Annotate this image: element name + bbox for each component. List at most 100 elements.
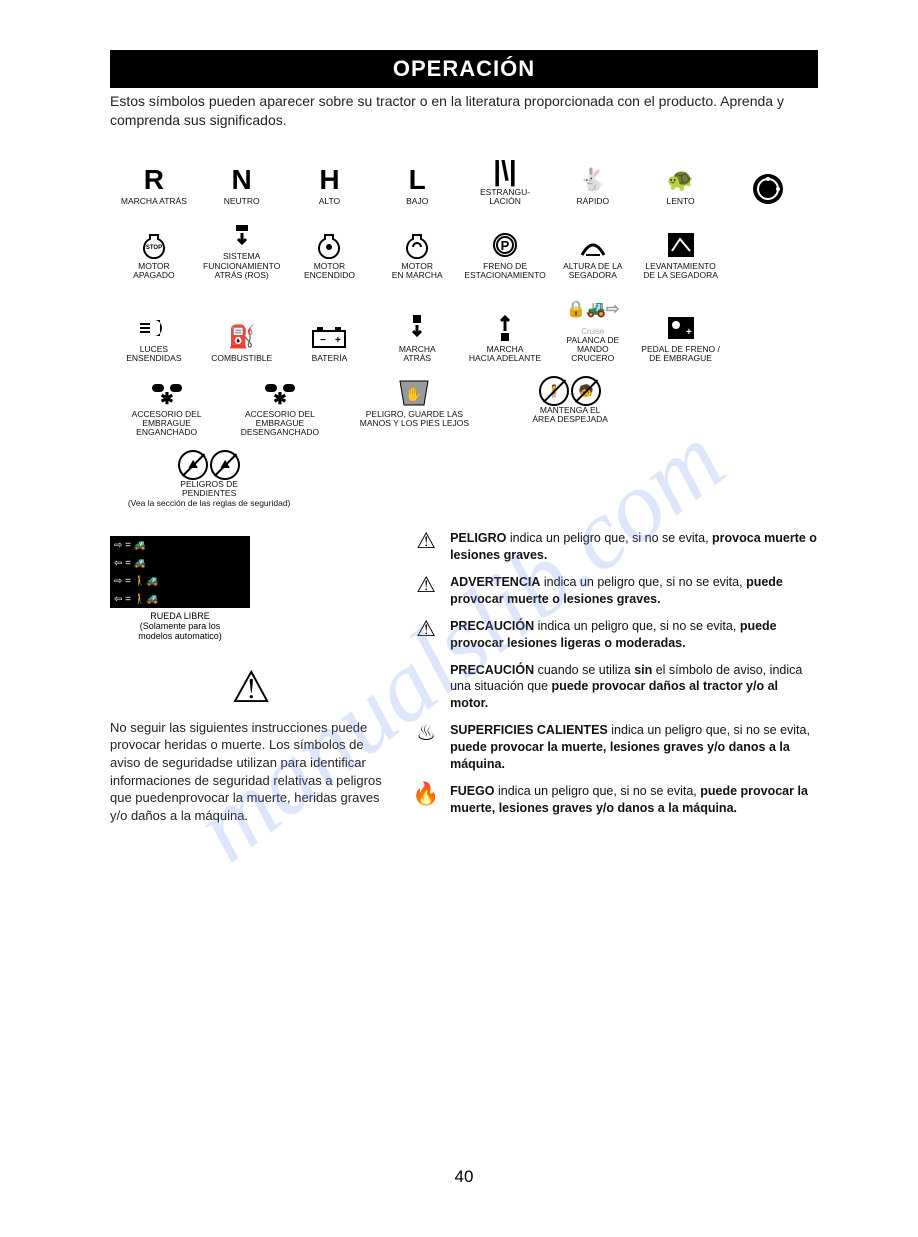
svg-text:✱: ✱ — [273, 391, 286, 406]
label: RÁPIDO — [577, 197, 610, 206]
mid: indica un peligro que, si no se evita, — [540, 575, 746, 589]
term: FUEGO — [450, 784, 494, 798]
mid: indica un peligro que, si no se evita, — [608, 723, 810, 737]
symbol-fuel: ⛽ COMBUSTIBLE — [198, 289, 286, 372]
symbol-reverse: R MARCHA ATRÁS — [110, 150, 198, 215]
reverse-arrow-icon — [407, 311, 427, 345]
label: PELIGROS DE PENDIENTES — [180, 480, 238, 499]
symbol-high: H ALTO — [286, 150, 374, 215]
label: PEDAL DE FRENO / DE EMBRAGUE — [641, 345, 720, 364]
label: MOTOR ENCENDIDO — [304, 262, 355, 281]
lower-left-column: ⇨ = 🚜 ⇦ = 🚜 ⇨ = 🚶🚜 ⇦ = 🚶🚜 RUEDA LIBRE (S… — [110, 530, 392, 826]
term: PELIGRO — [450, 531, 506, 545]
svg-text:−: − — [320, 335, 326, 346]
brake-pedal-icon: + — [666, 311, 696, 345]
engine-run-icon — [403, 228, 431, 262]
dial-icon — [751, 172, 785, 206]
choke-icon: |\| — [493, 154, 516, 188]
label: MARCHA HACIA ADELANTE — [469, 345, 541, 364]
symbol-slope-hazard: ⛰ ⛰ PELIGROS DE PENDIENTES (Vea la secci… — [110, 446, 308, 517]
label: PALANCA DE MANDO CRUCERO — [553, 336, 633, 364]
symbol-low: L BAJO — [373, 150, 461, 215]
freewheel-black-box: ⇨ = 🚜 ⇦ = 🚜 ⇨ = 🚶🚜 ⇦ = 🚶🚜 — [110, 536, 250, 608]
mid: indica un peligro que, si no se evita, — [534, 619, 740, 633]
symbol-keep-clear: 🧍 🧒 MANTENGA EL ÁREA DESPEJADA — [492, 372, 648, 433]
lower-right-column: ⚠ PELIGRO indica un peligro que, si no s… — [412, 530, 818, 826]
glyph-R: R — [144, 163, 164, 197]
symbol-engine-run: MOTOR EN MARCHA — [373, 214, 461, 288]
svg-text:P: P — [501, 238, 510, 253]
page-number: 40 — [110, 1167, 818, 1187]
warning-paragraph: No seguir las siguientes instrucciones p… — [110, 719, 392, 824]
def-text: SUPERFICIES CALIENTES indica un peligro … — [450, 722, 818, 773]
symbol-lights: LUCES ENSENDIDAS — [110, 289, 198, 372]
warning-icon: ⚠ — [412, 530, 440, 552]
glyph-H: H — [319, 163, 339, 197]
safety-note: (Vea la sección de las reglas de segurid… — [128, 498, 291, 508]
freewheel-label: RUEDA LIBRE (Solamente para los modelos … — [110, 612, 250, 642]
label: FRENO DE ESTACIONAMIENTO — [464, 262, 545, 281]
symbol-hands-feet: ✋ PELIGRO, GUARDE LAS MANOS Y LOS PIES L… — [337, 372, 493, 437]
def-peligro: ⚠ PELIGRO indica un peligro que, si no s… — [412, 530, 818, 564]
warning-icon: ⚠ — [412, 618, 440, 640]
term: SUPERFICIES CALIENTES — [450, 723, 608, 737]
prohibition-icons: 🧍 🧒 — [539, 376, 601, 406]
symbol-choke: |\| ESTRANGU- LACIÓN — [461, 150, 549, 215]
ros-icon — [228, 218, 256, 252]
symbol-ros: SISTEMA FUNCIONAMIENTO ATRÁS (ROS) — [198, 214, 286, 288]
term: ADVERTENCIA — [450, 575, 540, 589]
symbol-reverse-pedal: MARCHA ATRÁS — [373, 289, 461, 372]
symbol-empty — [724, 289, 812, 372]
symbol-row-1: R MARCHA ATRÁS N NEUTRO H ALTO L BAJO |\… — [110, 150, 818, 215]
label: PELIGRO, GUARDE LAS MANOS Y LOS PIES LEJ… — [360, 410, 469, 429]
symbol-clutch-disengaged: ✱ ACCESORIO DEL EMBRAGUE DESENGANCHADO — [223, 372, 336, 446]
symbol-mower-height: ALTURA DE LA SEGADORA — [549, 214, 637, 288]
def-text: PRECAUCIÓN cuando se utiliza sin el símb… — [450, 662, 818, 713]
forward-arrow-icon — [495, 311, 515, 345]
label: MANTENGA EL ÁREA DESPEJADA — [532, 406, 608, 425]
svg-text:✋: ✋ — [406, 386, 423, 402]
glyph-L: L — [409, 163, 426, 197]
manual-page: manualslib.com OPERACIÓN Estos símbolos … — [0, 0, 918, 1237]
def-superficies: ♨ SUPERFICIES CALIENTES indica un peligr… — [412, 722, 818, 773]
def-text: PRECAUCIÓN indica un peligro que, si no … — [450, 618, 818, 652]
label: COMBUSTIBLE — [211, 354, 272, 363]
symbol-engine-on: MOTOR ENCENDIDO — [286, 214, 374, 288]
no-icon: ⛰ — [178, 450, 208, 480]
def-fuego: 🔥 FUEGO indica un peligro que, si no se … — [412, 783, 818, 817]
cruise-icon: 🔒🚜⇨ — [566, 293, 619, 327]
symbol-mower-lift: LEVANTAMIENTO DE LA SEGADORA — [637, 214, 725, 288]
mower-lift-icon — [666, 228, 696, 262]
freewheel-title: RUEDA LIBRE — [150, 611, 210, 621]
warning-icon: ⚠ — [412, 574, 440, 596]
fire-icon: 🔥 — [412, 783, 440, 805]
mower-height-icon — [578, 228, 608, 262]
intro-text: Estos símbolos pueden aparecer sobre su … — [110, 92, 818, 130]
def-precaucion: ⚠ PRECAUCIÓN indica un peligro que, si n… — [412, 618, 818, 652]
label: ESTRANGU- LACIÓN — [480, 188, 530, 207]
no-icon: 🧍 — [539, 376, 569, 406]
label: SISTEMA FUNCIONAMIENTO ATRÁS (ROS) — [203, 252, 280, 280]
label: MOTOR EN MARCHA — [392, 262, 443, 281]
symbol-empty — [724, 214, 812, 288]
symbol-dial — [724, 150, 812, 215]
symbol-engine-off: STOP MOTOR APAGADO — [110, 214, 198, 288]
symbol-fast: 🐇 RÁPIDO — [549, 150, 637, 215]
glyph-N: N — [232, 163, 252, 197]
term: PRECAUCIÓN — [450, 663, 534, 677]
svg-text:✱: ✱ — [160, 391, 173, 406]
bold-mid: sin — [634, 663, 652, 677]
label: ALTURA DE LA SEGADORA — [563, 262, 622, 281]
clutch-off-icon: ✱ — [263, 376, 297, 410]
def-text: FUEGO indica un peligro que, si no se ev… — [450, 783, 818, 817]
mid: cuando se utiliza — [534, 663, 634, 677]
label: BAJO — [406, 197, 428, 206]
label: LUCES ENSENDIDAS — [126, 345, 181, 364]
hot-surface-icon: ♨ — [412, 722, 440, 744]
symbol-slow: 🐢 LENTO — [637, 150, 725, 215]
def-text: ADVERTENCIA indica un peligro que, si no… — [450, 574, 818, 608]
label: MOTOR APAGADO — [133, 262, 174, 281]
term: PRECAUCIÓN — [450, 619, 534, 633]
label: BATERÍA — [312, 354, 348, 363]
no-icon: 🧒 — [571, 376, 601, 406]
